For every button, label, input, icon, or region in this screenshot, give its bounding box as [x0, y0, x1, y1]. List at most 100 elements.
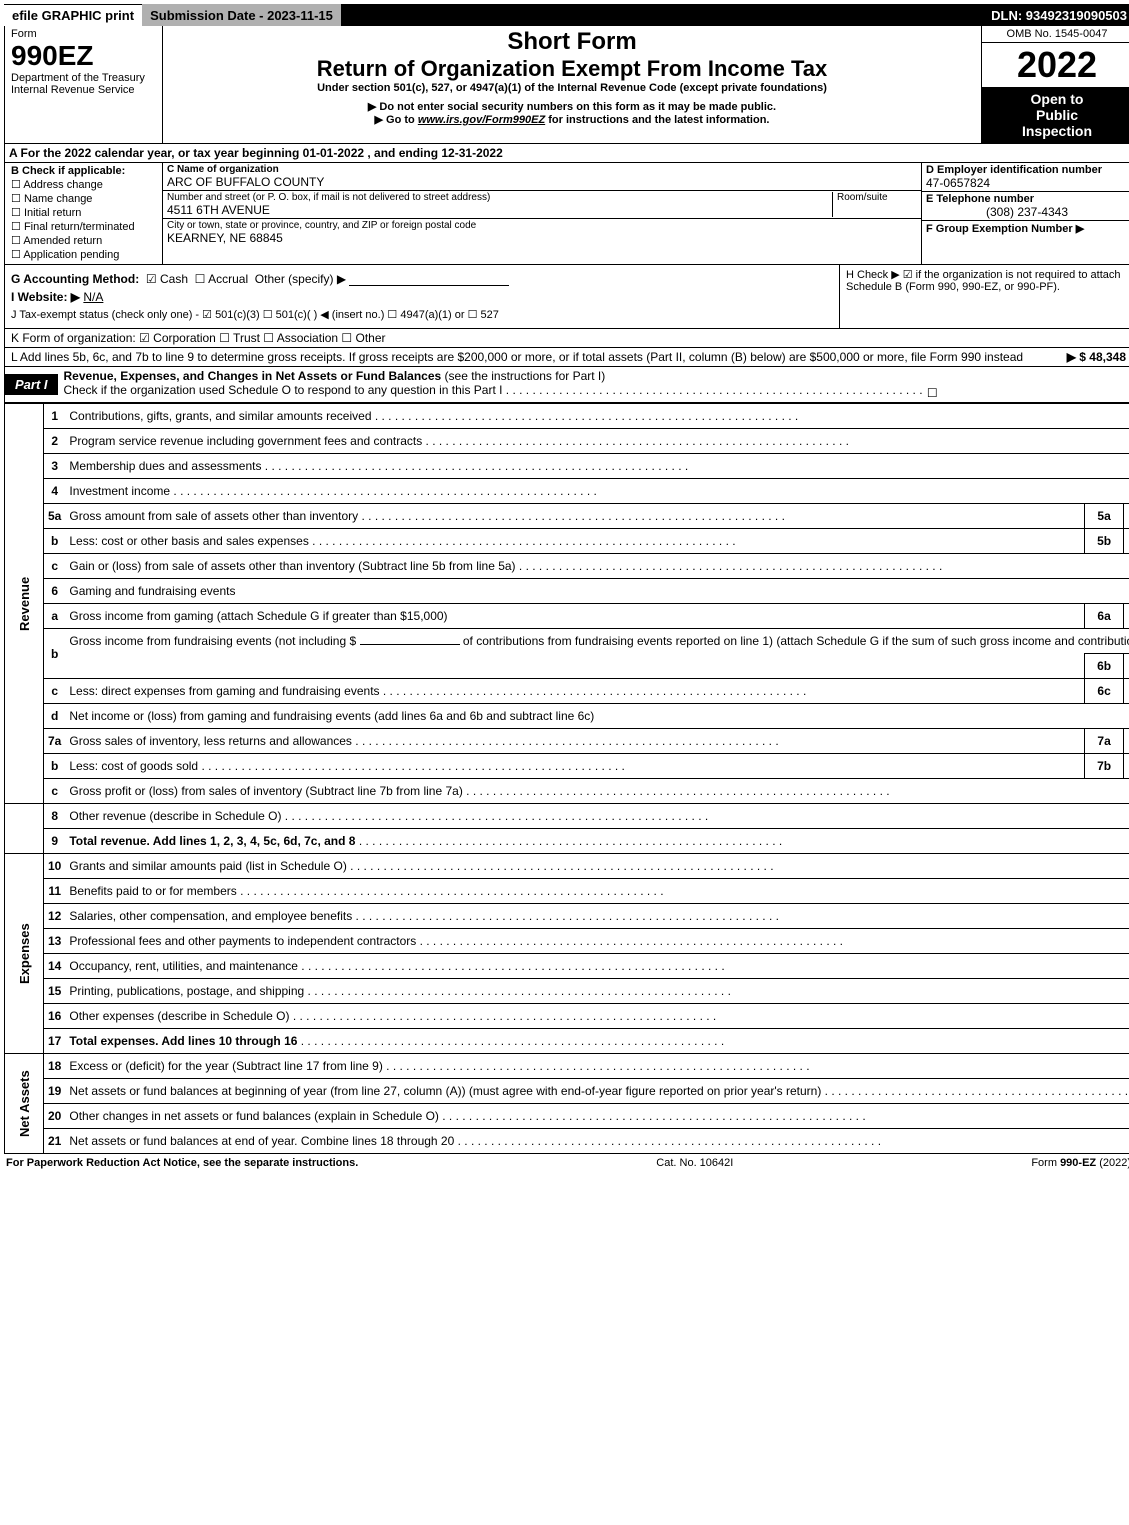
- irs-label: Internal Revenue Service: [11, 84, 156, 96]
- part1-header: Part I Revenue, Expenses, and Changes in…: [4, 367, 1129, 403]
- line-6a-value: [1124, 604, 1129, 629]
- chk-initial-return[interactable]: Initial return: [11, 206, 156, 219]
- form-header: Form 990EZ Department of the Treasury In…: [4, 26, 1129, 144]
- table-row: b Less: cost of goods sold 7b 0: [5, 754, 1129, 779]
- footer-right: Form 990-EZ (2022): [1031, 1157, 1129, 1169]
- checkbox-icon[interactable]: [927, 386, 938, 400]
- table-row: 6 Gaming and fundraising events: [5, 579, 1129, 604]
- checkbox-icon: [11, 235, 21, 247]
- chk-name-change[interactable]: Name change: [11, 192, 156, 205]
- submission-tab: Submission Date - 2023-11-15: [142, 4, 341, 26]
- table-row: 3 Membership dues and assessments 3 2,36…: [5, 454, 1129, 479]
- line-6c-value: 3,322: [1124, 679, 1129, 704]
- section-b-header: B Check if applicable:: [11, 165, 156, 177]
- table-row: 5a Gross amount from sale of assets othe…: [5, 504, 1129, 529]
- chk-final-return[interactable]: Final return/terminated: [11, 220, 156, 233]
- chk-address-change[interactable]: Address change: [11, 178, 156, 191]
- section-bcd: B Check if applicable: Address change Na…: [4, 163, 1129, 265]
- table-row: b Less: cost or other basis and sales ex…: [5, 529, 1129, 554]
- table-row: b Gross income from fundraising events (…: [5, 629, 1129, 654]
- table-row: 21 Net assets or fund balances at end of…: [5, 1129, 1129, 1154]
- checkbox-icon: [195, 272, 206, 286]
- table-row: Expenses 10 Grants and similar amounts p…: [5, 854, 1129, 879]
- form-title-2: Return of Organization Exempt From Incom…: [167, 56, 977, 82]
- line-7b-value: 0: [1124, 754, 1129, 779]
- form-word: Form: [11, 28, 156, 40]
- checkbox-icon: [11, 207, 21, 219]
- section-a: A For the 2022 calendar year, or tax yea…: [4, 144, 1129, 163]
- form-title-1: Short Form: [167, 28, 977, 56]
- table-row: 19 Net assets or fund balances at beginn…: [5, 1079, 1129, 1104]
- line-7a-value: [1124, 729, 1129, 754]
- table-row: 7a Gross sales of inventory, less return…: [5, 729, 1129, 754]
- line-6b-value: 8,590: [1124, 654, 1129, 679]
- irs-link[interactable]: www.irs.gov/Form990EZ: [418, 114, 545, 126]
- table-row: 17 Total expenses. Add lines 10 through …: [5, 1029, 1129, 1054]
- part1-check-note: Check if the organization used Schedule …: [64, 383, 503, 397]
- checkbox-icon: [11, 221, 21, 233]
- section-h: H Check ▶ ☑ if the organization is not r…: [839, 265, 1129, 328]
- table-row: Net Assets 18 Excess or (deficit) for th…: [5, 1054, 1129, 1079]
- org-name-label: C Name of organization: [167, 164, 917, 175]
- table-row: 11 Benefits paid to or for members 11 5,…: [5, 879, 1129, 904]
- dept-label: Department of the Treasury: [11, 72, 156, 84]
- chk-amended-return[interactable]: Amended return: [11, 234, 156, 247]
- section-l: L Add lines 5b, 6c, and 7b to line 9 to …: [4, 348, 1129, 367]
- section-ghij: G Accounting Method: Cash Accrual Other …: [4, 265, 1129, 329]
- table-row: 8 Other revenue (describe in Schedule O)…: [5, 804, 1129, 829]
- gross-receipts-value: ▶ $ 48,348: [1026, 350, 1126, 364]
- section-j: J Tax-exempt status (check only one) - ☑…: [11, 308, 833, 321]
- footer-center: Cat. No. 10642I: [656, 1157, 733, 1169]
- section-k: K Form of organization: ☑ Corporation ☐ …: [4, 329, 1129, 348]
- form-note-2: ▶ Go to www.irs.gov/Form990EZ for instru…: [167, 113, 977, 126]
- table-row: 4 Investment income 4 0: [5, 479, 1129, 504]
- part1-title: Revenue, Expenses, and Changes in Net As…: [64, 369, 442, 383]
- org-address: 4511 6TH AVENUE: [167, 203, 832, 217]
- section-g: G Accounting Method: Cash Accrual Other …: [11, 272, 833, 286]
- table-row: c Less: direct expenses from gaming and …: [5, 679, 1129, 704]
- table-row: 13 Professional fees and other payments …: [5, 929, 1129, 954]
- table-row: 16 Other expenses (describe in Schedule …: [5, 1004, 1129, 1029]
- checkbox-icon: [11, 249, 21, 261]
- table-row: Revenue 1 Contributions, gifts, grants, …: [5, 404, 1129, 429]
- ein-label: D Employer identification number: [926, 164, 1128, 176]
- tax-year: 2022: [982, 43, 1129, 87]
- part1-title-note: (see the instructions for Part I): [445, 369, 606, 383]
- addr-label: Number and street (or P. O. box, if mail…: [167, 192, 832, 203]
- city-label: City or town, state or province, country…: [167, 220, 917, 231]
- checkbox-icon: [11, 179, 21, 191]
- website-value: N/A: [83, 290, 103, 304]
- line-5b-value: 0: [1124, 529, 1129, 554]
- org-city: KEARNEY, NE 68845: [167, 231, 917, 245]
- side-netassets: Net Assets: [5, 1054, 44, 1154]
- phone-label: E Telephone number: [926, 193, 1128, 205]
- table-row: c Gain or (loss) from sale of assets oth…: [5, 554, 1129, 579]
- table-row: 2 Program service revenue including gove…: [5, 429, 1129, 454]
- ein-value: 47-0657824: [926, 176, 1128, 190]
- part1-table: Revenue 1 Contributions, gifts, grants, …: [4, 403, 1129, 1154]
- table-row: 12 Salaries, other compensation, and emp…: [5, 904, 1129, 929]
- efile-tab[interactable]: efile GRAPHIC print: [4, 4, 142, 26]
- form-subtitle: Under section 501(c), 527, or 4947(a)(1)…: [167, 82, 977, 94]
- chk-application-pending[interactable]: Application pending: [11, 248, 156, 261]
- table-row: a Gross income from gaming (attach Sched…: [5, 604, 1129, 629]
- check-icon: [146, 272, 157, 286]
- section-i: I Website: ▶ N/A: [11, 290, 833, 304]
- table-row: 15 Printing, publications, postage, and …: [5, 979, 1129, 1004]
- org-name: ARC OF BUFFALO COUNTY: [167, 175, 917, 189]
- phone-value: (308) 237-4343: [926, 205, 1128, 219]
- line-5a-value: [1124, 504, 1129, 529]
- part1-tag: Part I: [5, 374, 58, 395]
- side-expenses: Expenses: [5, 854, 44, 1054]
- footer-left: For Paperwork Reduction Act Notice, see …: [6, 1157, 358, 1169]
- room-label: Room/suite: [837, 192, 917, 203]
- omb-number: OMB No. 1545-0047: [982, 26, 1129, 43]
- table-row: d Net income or (loss) from gaming and f…: [5, 704, 1129, 729]
- page-footer: For Paperwork Reduction Act Notice, see …: [4, 1154, 1129, 1172]
- top-bar: efile GRAPHIC print Submission Date - 20…: [4, 4, 1129, 26]
- group-exemption-label: F Group Exemption Number ▶: [926, 222, 1128, 235]
- table-row: 6b 8,590: [5, 654, 1129, 679]
- side-revenue: Revenue: [5, 404, 44, 804]
- inspection-badge: Open to Public Inspection: [982, 87, 1129, 143]
- form-note-1: ▶ Do not enter social security numbers o…: [167, 100, 977, 113]
